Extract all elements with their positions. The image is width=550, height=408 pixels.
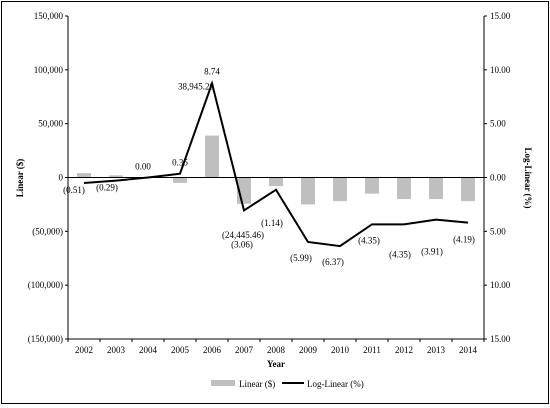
y-left-tick-label: (150,000) bbox=[28, 334, 63, 344]
y-left-tick-label: 100,000 bbox=[34, 65, 64, 75]
data-label: (24,445.46) bbox=[222, 230, 264, 240]
x-axis-title: Year bbox=[267, 359, 285, 369]
x-tick-label: 2005 bbox=[171, 345, 190, 355]
bar bbox=[269, 177, 283, 187]
x-tick-label: 2011 bbox=[363, 345, 381, 355]
data-label: (4.35) bbox=[389, 249, 411, 259]
bar bbox=[173, 177, 187, 183]
data-label: (4.35) bbox=[358, 235, 380, 245]
data-label: 38,945.20 bbox=[178, 82, 215, 92]
legend-label-loglinear: Log-Linear (%) bbox=[307, 379, 364, 389]
legend: Linear ($) Log-Linear (%) bbox=[211, 379, 364, 389]
bar bbox=[301, 177, 315, 205]
bar bbox=[205, 135, 219, 178]
data-label: (6.37) bbox=[322, 257, 344, 267]
y-left-tick-label: 50,000 bbox=[38, 119, 63, 129]
x-tick-label: 2013 bbox=[427, 345, 446, 355]
y-left-tick-label: (50,000) bbox=[32, 226, 63, 236]
bar bbox=[397, 177, 411, 200]
y-right-tick-label: 10.00 bbox=[490, 280, 511, 290]
legend-swatch-linear bbox=[211, 380, 235, 386]
axes-group: 150,000 100,000 50,000 0 (50,000) (100,000) (1… bbox=[28, 11, 511, 355]
chart: 150,000 100,000 50,000 0 (50,000) (100,000) (1… bbox=[15, 11, 533, 389]
data-label: (0.51) bbox=[63, 185, 85, 195]
x-tick-label: 2008 bbox=[267, 345, 286, 355]
x-tick-label: 2002 bbox=[75, 345, 93, 355]
bar bbox=[365, 177, 379, 194]
bar bbox=[77, 173, 91, 178]
y-right-tick-label: 5.00 bbox=[490, 226, 506, 236]
x-tick-label: 2004 bbox=[139, 345, 158, 355]
y-left-tick-label: 0 bbox=[59, 173, 64, 183]
data-label: 0.35 bbox=[172, 158, 188, 168]
x-tick-label: 2010 bbox=[331, 345, 350, 355]
data-label: (1.14) bbox=[261, 218, 283, 228]
bars-group bbox=[77, 135, 475, 205]
legend-label-linear: Linear ($) bbox=[239, 379, 275, 389]
y-left-tick-label: (100,000) bbox=[28, 280, 63, 290]
bar bbox=[429, 177, 443, 200]
y-right-tick-label: 15.00 bbox=[490, 334, 511, 344]
bar bbox=[109, 175, 123, 178]
data-label: (3.06) bbox=[231, 239, 253, 249]
x-tick-label: 2006 bbox=[203, 345, 222, 355]
x-tick-label: 2003 bbox=[107, 345, 126, 355]
data-label: (0.29) bbox=[96, 183, 118, 193]
data-labels-group: (0.51) (0.29) 0.00 0.35 8.74 38,945.20 (24,445… bbox=[63, 66, 475, 267]
y-right-tick-label: 5.00 bbox=[490, 119, 506, 129]
x-tick-label: 2014 bbox=[459, 345, 478, 355]
x-tick-label: 2007 bbox=[235, 345, 254, 355]
y-left-tick-label: 150,000 bbox=[34, 11, 64, 21]
x-tick-label: 2009 bbox=[299, 345, 318, 355]
bar bbox=[333, 177, 347, 202]
data-label: (5.99) bbox=[290, 253, 312, 263]
data-label: 0.00 bbox=[135, 162, 151, 172]
y-right-tick-label: 15.00 bbox=[490, 11, 511, 21]
data-label: (3.91) bbox=[421, 247, 443, 257]
bar bbox=[461, 177, 475, 202]
y-right-tick-label: 10.00 bbox=[490, 65, 511, 75]
x-tick-label: 2012 bbox=[395, 345, 413, 355]
y-right-tick-label: 0.00 bbox=[490, 173, 506, 183]
data-label: (4.19) bbox=[453, 235, 475, 245]
data-label: 8.74 bbox=[204, 66, 220, 76]
y-axis-left-title: Linear ($) bbox=[15, 159, 25, 198]
y-axis-right-title: Log-Linear (%) bbox=[523, 147, 533, 208]
